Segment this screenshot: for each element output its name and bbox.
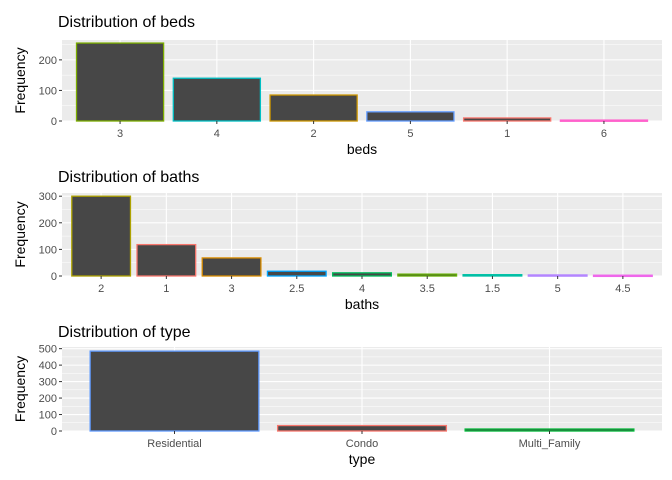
x-tick-label: 6 <box>601 128 607 140</box>
y-tick-label: 100 <box>39 85 57 97</box>
bar-1 <box>136 243 197 277</box>
y-tick-label: 300 <box>39 377 57 389</box>
bar-Condo <box>276 424 448 432</box>
bar-3 <box>75 42 165 122</box>
bar-5 <box>366 111 455 122</box>
x-tick-label: 2 <box>98 283 104 295</box>
x-tick-label: 1.5 <box>485 283 500 295</box>
y-tick-label: 200 <box>39 55 57 67</box>
bar-3 <box>201 257 262 277</box>
chart-title: Distribution of beds <box>58 14 195 31</box>
bar-5 <box>527 274 588 277</box>
x-tick-label: 2 <box>311 128 317 140</box>
chart-title: Distribution of baths <box>58 169 199 186</box>
y-tick-label: 300 <box>39 191 57 203</box>
x-axis-title: beds <box>347 141 377 157</box>
y-tick-label: 500 <box>39 344 57 356</box>
x-tick-label: 5 <box>407 128 413 140</box>
x-tick-label: Residential <box>147 438 201 450</box>
y-axis-title: Frequency <box>12 356 28 422</box>
x-tick-label: 1 <box>504 128 510 140</box>
y-tick-label: 100 <box>39 244 57 256</box>
y-tick-label: 0 <box>51 426 57 438</box>
x-tick-label: Condo <box>346 438 378 450</box>
bar-Multi_Family <box>464 428 635 432</box>
x-tick-label: 4.5 <box>615 283 630 295</box>
bar-4 <box>332 272 392 277</box>
x-tick-label: 5 <box>555 283 561 295</box>
chart-panel-2: 0 100 200 300 400 500 Residential Condo Multi_Fa… <box>12 324 662 467</box>
y-tick-label: 0 <box>51 116 57 128</box>
y-tick-label: 200 <box>39 218 57 230</box>
chart-title: Distribution of type <box>58 324 191 341</box>
bar-Residential <box>89 350 260 432</box>
bar-4 <box>172 77 262 122</box>
bar-1.5 <box>462 274 523 277</box>
chart-panel-1: 0 100 200 300 2 1 3 2.5 4 3.5 1.5 5 4.5 Distribution … <box>12 169 662 312</box>
x-tick-label: 4 <box>359 283 365 295</box>
bar-2 <box>269 94 358 122</box>
x-tick-label: Multi_Family <box>519 438 581 450</box>
y-tick-label: 0 <box>51 271 57 283</box>
x-axis-title: baths <box>345 296 379 312</box>
x-tick-label: 3 <box>117 128 123 140</box>
bar-2.5 <box>266 270 327 277</box>
y-axis-title: Frequency <box>12 47 28 113</box>
chart-panel-0: 0 100 200 3 4 2 5 1 6 Distribution of beds beds Fre… <box>12 14 662 157</box>
x-tick-label: 2.5 <box>289 283 304 295</box>
x-axis-title: type <box>349 451 376 467</box>
bar-1 <box>462 117 552 122</box>
y-tick-label: 200 <box>39 393 57 405</box>
y-tick-label: 100 <box>39 410 57 422</box>
x-tick-label: 1 <box>163 283 169 295</box>
bar-3.5 <box>397 273 458 277</box>
y-tick-label: 400 <box>39 360 57 372</box>
bar-2 <box>71 195 132 277</box>
x-tick-label: 3 <box>229 283 235 295</box>
y-axis-title: Frequency <box>12 201 28 267</box>
x-tick-label: 3.5 <box>420 283 435 295</box>
x-tick-label: 4 <box>214 128 220 140</box>
